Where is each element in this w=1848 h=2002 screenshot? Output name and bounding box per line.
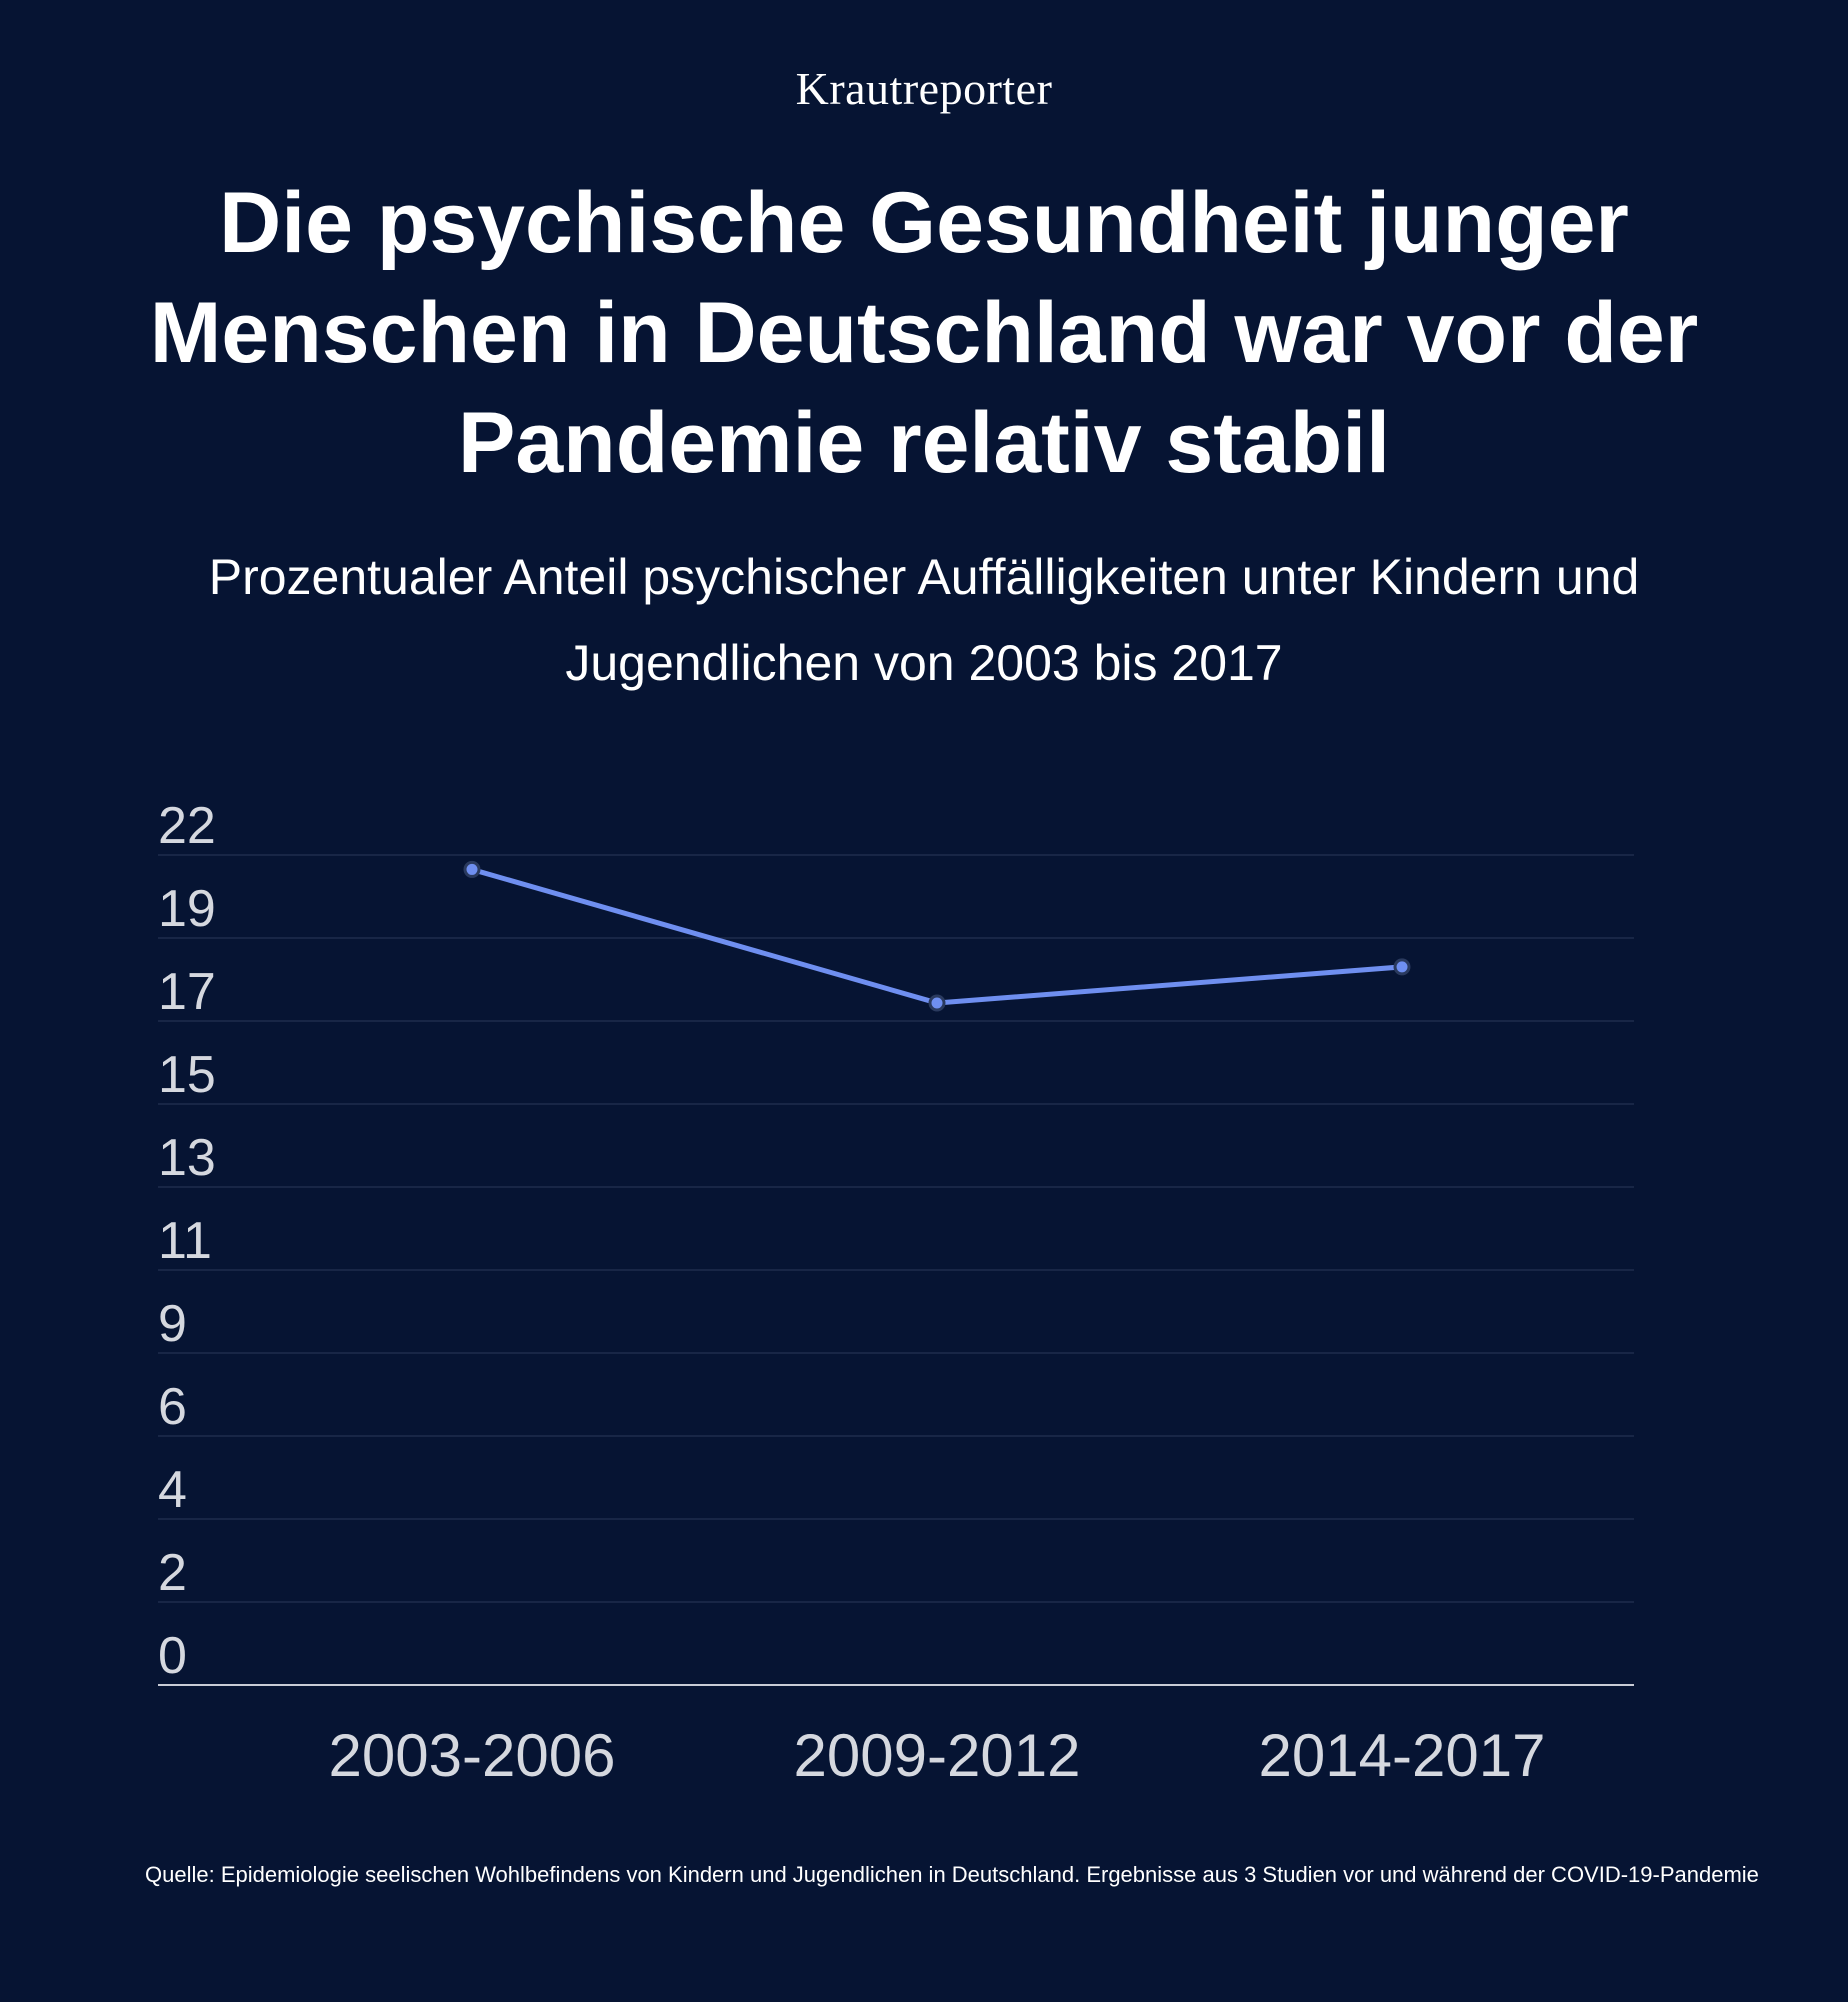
brand-logo: Krautreporter xyxy=(795,63,1053,114)
y-tick-label: 6 xyxy=(158,1378,187,1436)
y-tick-label: 9 xyxy=(158,1295,187,1353)
line-chart: 22 19 17 15 13 11 9 6 4 2 0 2003-2006 2009-2012 2014-… xyxy=(158,797,1634,1789)
x-tick-label: 2014-2017 xyxy=(1259,1722,1546,1789)
source-note: Quelle: Epidemiologie seelischen Wohlbef… xyxy=(145,1862,1759,1887)
y-tick-label: 4 xyxy=(158,1461,187,1519)
y-tick-label: 19 xyxy=(158,880,216,938)
x-tick-label: 2009-2012 xyxy=(794,1722,1081,1789)
data-point xyxy=(928,994,946,1012)
y-tick-label: 2 xyxy=(158,1544,187,1602)
y-tick-label: 11 xyxy=(158,1212,212,1270)
series-line xyxy=(469,866,1405,1006)
data-point xyxy=(1393,958,1411,976)
y-tick-label: 15 xyxy=(158,1046,216,1104)
y-tick-label: 0 xyxy=(158,1627,187,1685)
y-tick-label: 13 xyxy=(158,1129,216,1187)
chart-subtitle: Prozentualer Anteil psychischer Auffälli… xyxy=(208,549,1640,691)
x-tick-label: 2003-2006 xyxy=(329,1722,616,1789)
y-tick-label: 17 xyxy=(158,963,216,1021)
chart-title: Die psychische Gesundheit junger Mensche… xyxy=(149,175,1699,491)
y-tick-label: 22 xyxy=(158,797,216,855)
data-point xyxy=(463,860,481,878)
